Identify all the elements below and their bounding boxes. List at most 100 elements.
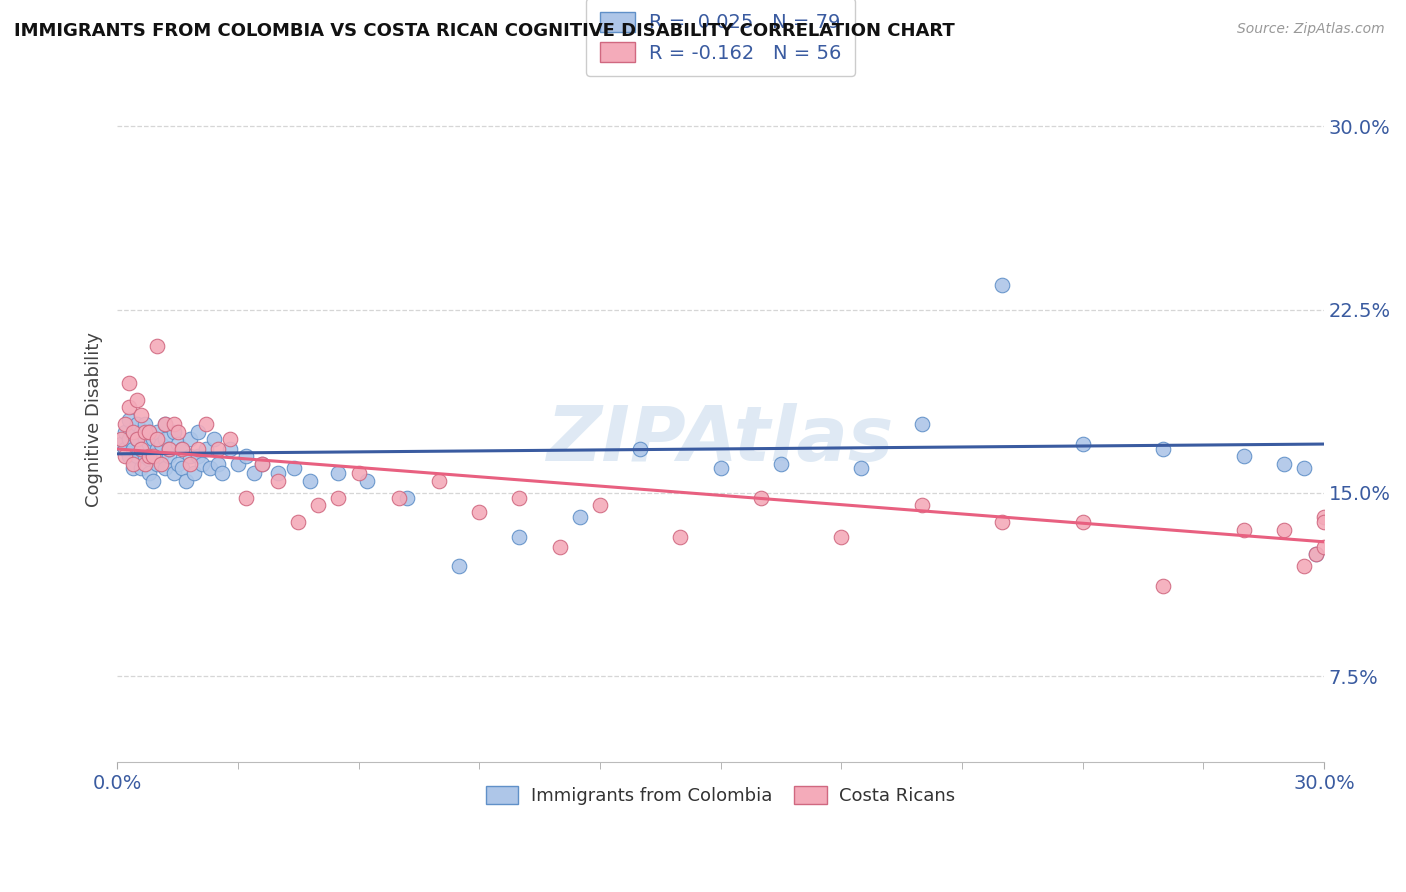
Point xyxy=(179,457,201,471)
Point xyxy=(131,442,153,456)
Point xyxy=(1313,510,1336,524)
Point xyxy=(110,437,132,451)
Point xyxy=(155,432,177,446)
Point xyxy=(548,540,571,554)
Point xyxy=(146,425,169,439)
Point xyxy=(155,417,177,432)
Point xyxy=(134,417,156,432)
Point xyxy=(198,461,221,475)
Point xyxy=(170,461,193,475)
Point xyxy=(991,278,1014,293)
Point xyxy=(134,450,156,464)
Point xyxy=(118,401,141,415)
Point xyxy=(218,432,240,446)
Point xyxy=(131,461,153,475)
Point xyxy=(162,417,184,432)
Point xyxy=(174,474,197,488)
Point xyxy=(138,437,160,451)
Point xyxy=(134,457,156,471)
Point xyxy=(1292,461,1315,475)
Point xyxy=(769,457,792,471)
Point xyxy=(194,417,217,432)
Text: IMMIGRANTS FROM COLOMBIA VS COSTA RICAN COGNITIVE DISABILITY CORRELATION CHART: IMMIGRANTS FROM COLOMBIA VS COSTA RICAN … xyxy=(14,22,955,40)
Point xyxy=(508,530,530,544)
Point xyxy=(142,432,165,446)
Point xyxy=(1305,547,1327,561)
Point xyxy=(1232,523,1254,537)
Text: ZIPAtlas: ZIPAtlas xyxy=(547,403,894,477)
Point xyxy=(1232,450,1254,464)
Point xyxy=(131,425,153,439)
Point xyxy=(162,467,184,481)
Point xyxy=(851,461,873,475)
Point xyxy=(118,376,141,390)
Point xyxy=(159,450,181,464)
Point xyxy=(114,425,136,439)
Point xyxy=(267,474,290,488)
Point xyxy=(138,425,160,439)
Point xyxy=(134,432,156,446)
Point xyxy=(388,491,411,505)
Text: Source: ZipAtlas.com: Source: ZipAtlas.com xyxy=(1237,22,1385,37)
Point xyxy=(710,461,733,475)
Point xyxy=(1292,559,1315,574)
Point xyxy=(166,457,188,471)
Point xyxy=(166,437,188,451)
Point xyxy=(114,450,136,464)
Point xyxy=(127,450,149,464)
Point xyxy=(138,451,160,466)
Point xyxy=(122,425,145,439)
Point xyxy=(226,457,249,471)
Point xyxy=(187,425,209,439)
Point xyxy=(118,450,141,464)
Point xyxy=(202,432,225,446)
Point xyxy=(118,412,141,426)
Point xyxy=(669,530,692,544)
Point xyxy=(162,425,184,439)
Point xyxy=(589,498,612,512)
Point xyxy=(131,442,153,456)
Point xyxy=(1313,540,1336,554)
Point xyxy=(287,515,309,529)
Point xyxy=(190,457,212,471)
Point xyxy=(159,442,181,456)
Point xyxy=(150,457,173,471)
Point xyxy=(207,457,229,471)
Point xyxy=(150,450,173,464)
Point xyxy=(127,432,149,446)
Point xyxy=(179,450,201,464)
Point xyxy=(356,474,378,488)
Point xyxy=(347,467,370,481)
Point xyxy=(183,467,205,481)
Point xyxy=(179,432,201,446)
Point xyxy=(134,425,156,439)
Point xyxy=(243,467,266,481)
Point xyxy=(250,457,273,471)
Point xyxy=(142,474,165,488)
Point xyxy=(235,450,257,464)
Point xyxy=(138,450,160,464)
Point xyxy=(122,427,145,442)
Point xyxy=(127,432,149,446)
Point xyxy=(207,442,229,456)
Point xyxy=(187,442,209,456)
Point xyxy=(187,450,209,464)
Point xyxy=(568,510,591,524)
Point xyxy=(118,432,141,446)
Point xyxy=(1071,515,1094,529)
Point xyxy=(283,461,305,475)
Point xyxy=(1272,457,1295,471)
Point xyxy=(628,442,651,456)
Point xyxy=(166,425,188,439)
Point xyxy=(911,417,934,432)
Point xyxy=(127,417,149,432)
Point xyxy=(127,392,149,407)
Legend: Immigrants from Colombia, Costa Ricans: Immigrants from Colombia, Costa Ricans xyxy=(477,777,965,814)
Point xyxy=(170,442,193,456)
Point xyxy=(395,491,418,505)
Point xyxy=(122,442,145,456)
Point xyxy=(146,442,169,456)
Point xyxy=(1305,547,1327,561)
Point xyxy=(307,498,329,512)
Point xyxy=(155,417,177,432)
